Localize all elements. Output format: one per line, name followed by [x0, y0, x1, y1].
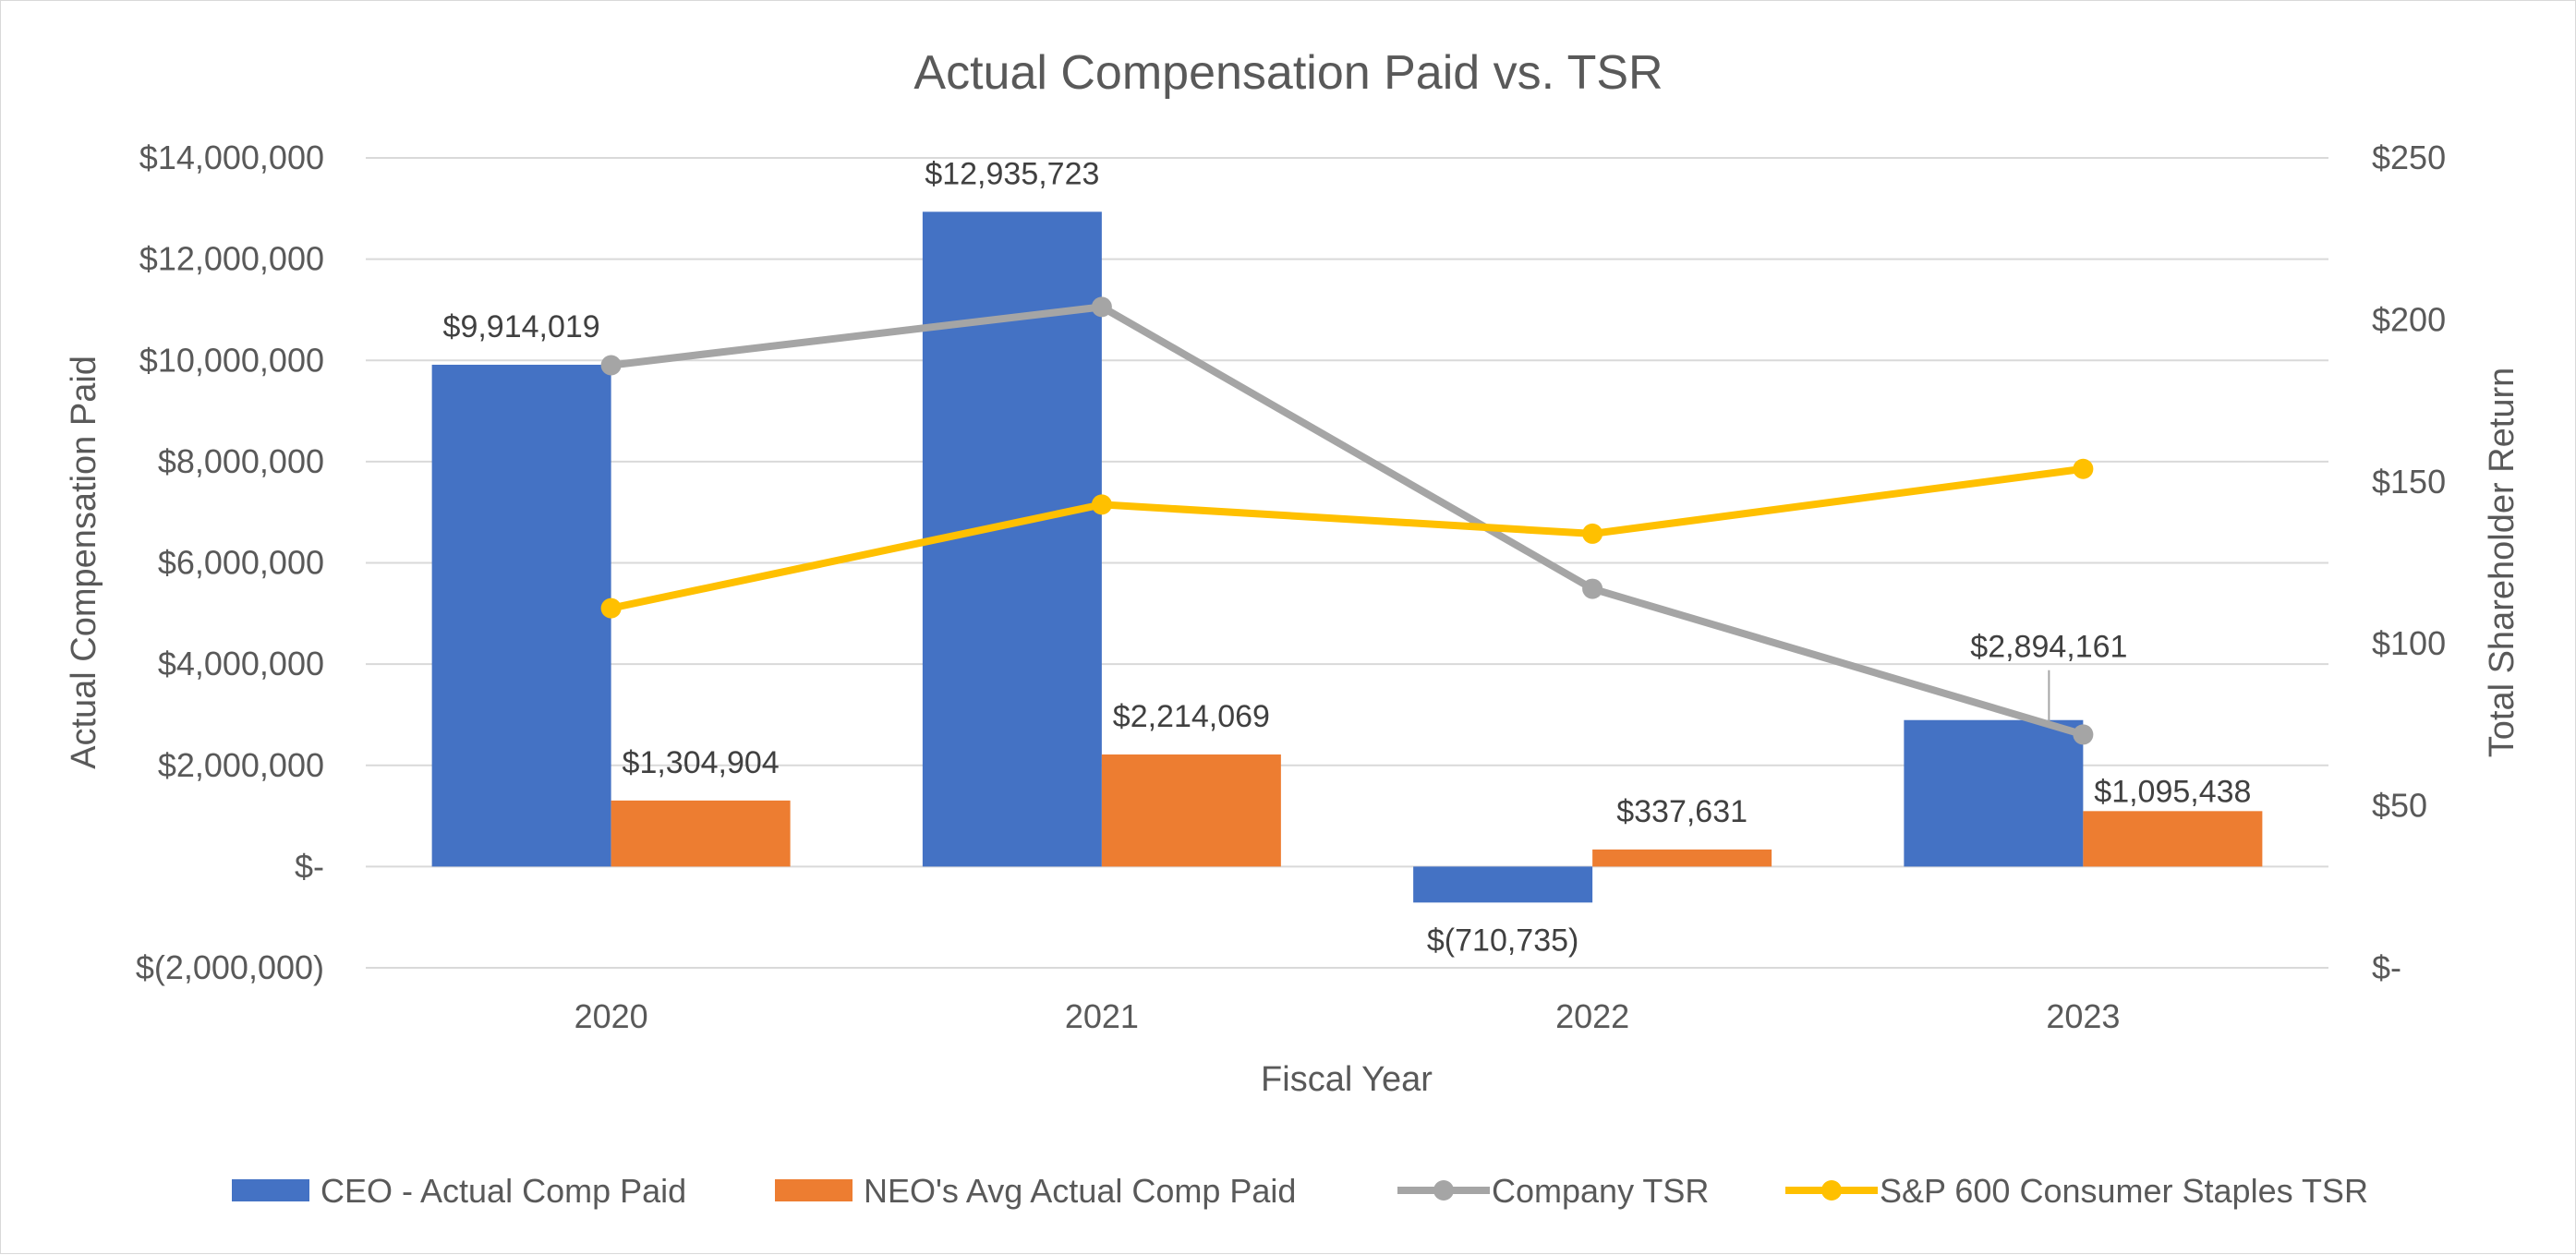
sp600-tsr-point [600, 597, 622, 619]
bar-neo-label: $2,214,069 [1113, 699, 1270, 734]
y2-axis-label: Total Shareholder Return [2483, 368, 2522, 757]
y-tick-label: $6,000,000 [158, 544, 324, 582]
bar-ceo-label: $(710,735) [1427, 923, 1578, 958]
x-axis-label: Fiscal Year [1261, 1060, 1433, 1099]
bar-ceo-label: $2,894,161 [1970, 630, 2127, 665]
company-tsr-point [600, 355, 622, 376]
sp600-tsr-line [610, 465, 2084, 612]
legend-marker [1433, 1180, 1454, 1201]
x-axis-ticks: 2020 2021 2022 2023 [574, 997, 2121, 1035]
legend-label: CEO - Actual Comp Paid [320, 1172, 686, 1210]
bar-neo [1592, 849, 1772, 867]
x-tick-label: 2021 [1065, 997, 1139, 1035]
y-tick-label: $(2,000,000) [136, 948, 324, 986]
company-tsr-point [1582, 578, 1603, 599]
x-tick-label: 2020 [574, 997, 648, 1035]
y-tick-label: $2,000,000 [158, 746, 324, 784]
y2-tick-label: $100 [2372, 624, 2446, 662]
sp600-tsr-point [1582, 523, 1603, 544]
x-tick-label: 2022 [1555, 997, 1629, 1035]
bar-ceo-label: $12,935,723 [925, 156, 1099, 191]
sp600-tsr-point [1091, 494, 1112, 515]
legend-swatch [775, 1179, 853, 1201]
bar-neo [2083, 811, 2263, 867]
y-axis-label: Actual Compensation Paid [65, 356, 103, 769]
legend: CEO - Actual Comp Paid NEO's Avg Actual C… [232, 1172, 2368, 1210]
bar-neo-label: $1,304,904 [623, 745, 780, 780]
y-axis-ticks: $14,000,000 $12,000,000 $10,000,000 $8,000,… [136, 139, 324, 986]
bar-neo-label: $337,631 [1616, 794, 1748, 829]
legend-label: S&P 600 Consumer Staples TSR [1880, 1172, 2368, 1210]
y-tick-label: $14,000,000 [139, 139, 324, 176]
legend-label: NEO's Avg Actual Comp Paid [864, 1172, 1296, 1210]
bars [431, 211, 2263, 903]
y-tick-label: $- [295, 847, 324, 885]
y2-tick-label: $150 [2372, 463, 2446, 501]
y2-tick-label: $50 [2372, 787, 2427, 825]
y2-tick-label: $250 [2372, 139, 2446, 176]
x-tick-label: 2023 [2046, 997, 2120, 1035]
y-tick-label: $4,000,000 [158, 645, 324, 682]
legend-swatch [232, 1179, 309, 1201]
company-tsr-point [2073, 724, 2094, 745]
bar-neo [1101, 754, 1281, 867]
y-tick-label: $12,000,000 [139, 240, 324, 278]
bar-ceo [1413, 866, 1593, 903]
y2-axis-ticks: $250 $200 $150 $100 $50 $- [2372, 139, 2446, 986]
data-labels: $9,914,019 $12,935,723 $(710,735) $2,894,16… [443, 156, 2252, 958]
legend-marker [1821, 1180, 1842, 1201]
bar-neo-label: $1,095,438 [2094, 774, 2251, 809]
gridlines [366, 157, 2328, 969]
bar-ceo [1904, 719, 2084, 867]
y-tick-label: $10,000,000 [139, 341, 324, 379]
y2-tick-label: $- [2372, 948, 2401, 986]
chart-title: Actual Compensation Paid vs. TSR [913, 46, 1663, 100]
y-tick-label: $8,000,000 [158, 442, 324, 480]
bar-neo [611, 800, 791, 867]
y2-tick-label: $200 [2372, 300, 2446, 338]
bar-ceo [431, 364, 611, 867]
company-tsr-line [611, 303, 2085, 739]
legend-label: Company TSR [1492, 1172, 1709, 1210]
sp600-tsr-point [2073, 458, 2094, 479]
company-tsr-point [1091, 296, 1112, 318]
bar-ceo-label: $9,914,019 [443, 309, 600, 344]
lines [600, 296, 2094, 745]
